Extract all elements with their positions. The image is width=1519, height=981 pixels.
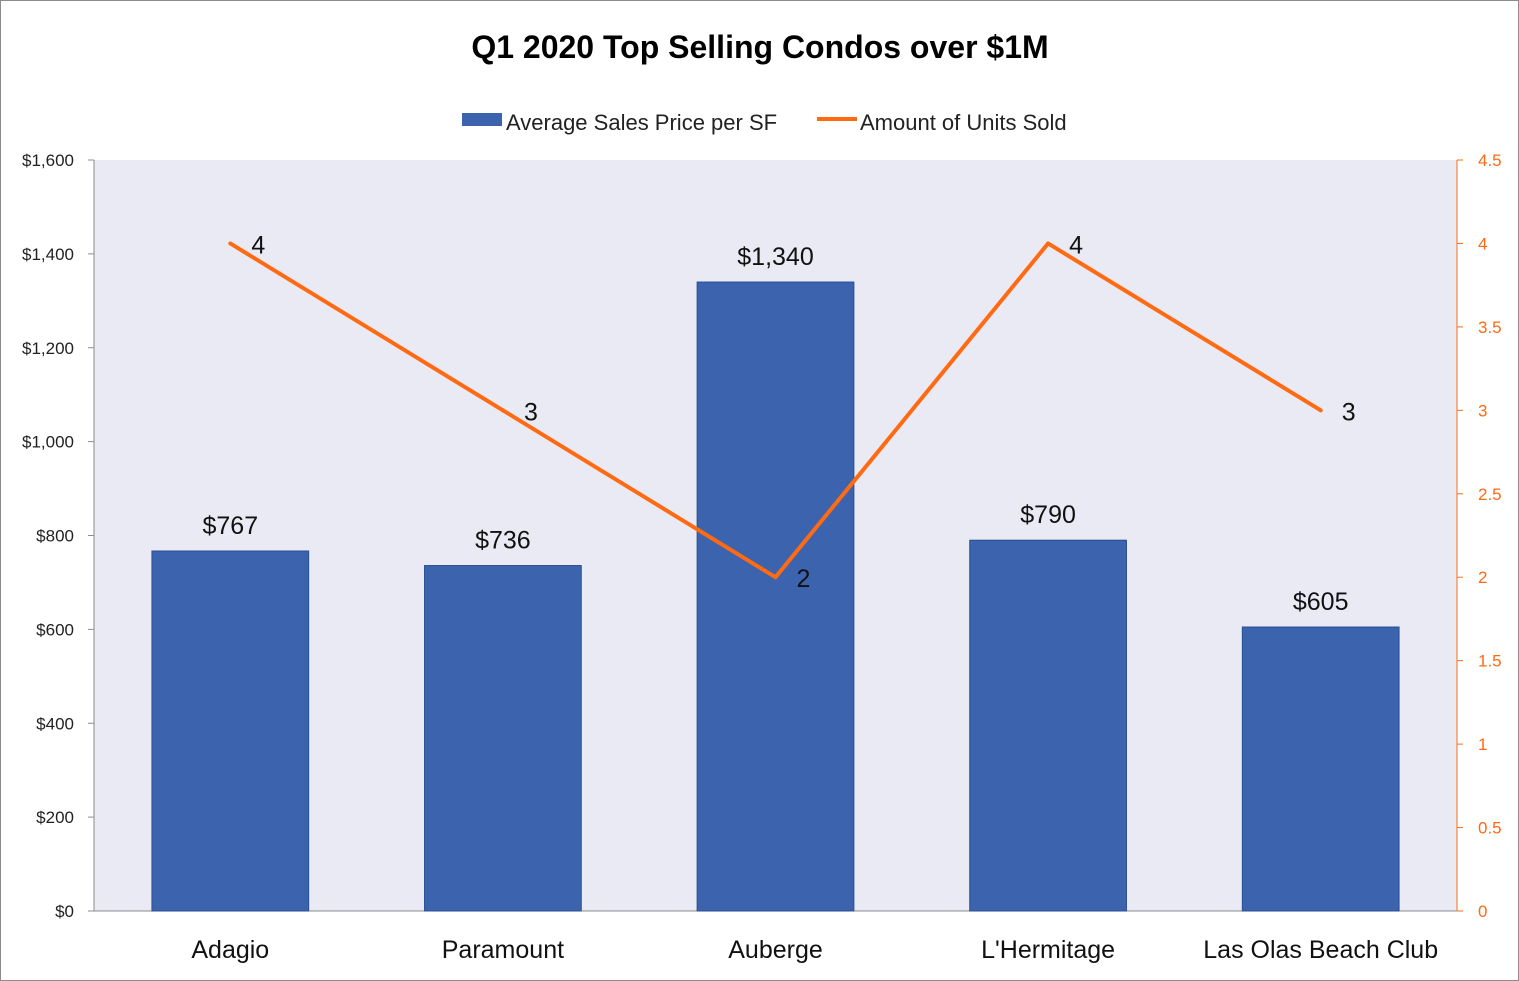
y-left-tick-label: $1,600 [22,151,74,170]
y-right-tick-label: 2.5 [1478,485,1502,504]
y-right-tick-label: 3 [1478,401,1487,420]
bar-data-label: $605 [1293,588,1349,616]
y-left-tick-label: $400 [36,714,74,733]
y-right-tick-label: 3.5 [1478,318,1502,337]
line-point [228,241,233,246]
y-right-tick-label: 2 [1478,568,1487,587]
bar [696,281,855,912]
legend-label-line: Amount of Units Sold [860,110,1067,135]
line-series [228,241,1323,580]
line-data-label: 4 [251,231,265,259]
y-left-tick-label: $1,200 [22,339,74,358]
data-labels: $767 $736 $1,340 $790 $605 4 3 2 4 3 [202,231,1355,616]
y-left-tick-label: $1,000 [22,433,74,452]
line-data-label: 2 [797,565,811,593]
y-left-tick-label: $0 [55,902,74,921]
bar [151,550,310,912]
y-right-tick-label: 1 [1478,735,1487,754]
line-point [500,408,505,413]
bar [424,565,582,912]
line-point [1046,241,1051,246]
chart-title: Q1 2020 Top Selling Condos over $1M [471,29,1048,65]
bar-data-label: $767 [202,512,258,540]
axes: $0 $200 $400 $600 $800 $1,000 $1,200 $1,400 $1,6… [22,151,1502,964]
bar-data-label: $790 [1020,501,1076,529]
legend: Average Sales Price per SF Amount of Uni… [462,110,1067,135]
legend-swatch-bar [462,113,502,126]
y-left-tick-label: $800 [36,527,74,546]
x-tick-label: Las Olas Beach Club [1203,936,1438,964]
bar [1241,626,1400,912]
y-left-tick-label: $200 [36,808,74,827]
line-data-label: 3 [524,398,538,426]
y-left-tick-label: $600 [36,620,74,639]
line-data-label: 3 [1342,398,1356,426]
line-data-label: 4 [1069,231,1083,259]
x-tick-label: L'Hermitage [981,936,1115,964]
y-right-tick-label: 0.5 [1478,819,1502,838]
bar-data-label: $1,340 [737,243,813,271]
x-tick-label: Adagio [191,936,269,964]
y-right-tick-label: 4.5 [1478,151,1502,170]
line-point [1318,408,1323,413]
line-point [773,575,778,580]
y-right-tick-label: 4 [1478,234,1487,253]
legend-label-bar: Average Sales Price per SF [506,110,777,135]
y-right-tick-label: 1.5 [1478,652,1502,671]
y-left-tick-label: $1,400 [22,245,74,264]
y-right-tick-label: 0 [1478,902,1487,921]
bar [969,539,1127,912]
bar-series [151,281,1400,912]
x-tick-label: Auberge [728,936,823,964]
x-tick-label: Paramount [442,936,564,964]
bar-data-label: $736 [475,527,531,555]
